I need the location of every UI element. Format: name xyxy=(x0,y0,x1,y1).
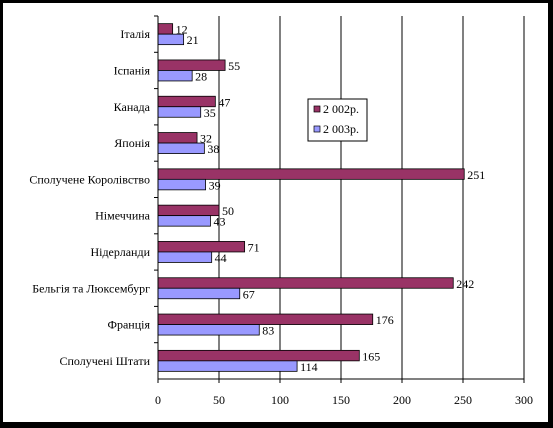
bar-2002-4 xyxy=(157,132,198,144)
x-tick-label: 0 xyxy=(155,393,161,407)
x-tick-label: 250 xyxy=(454,393,472,407)
data-label: 44 xyxy=(215,251,227,265)
data-label: 50 xyxy=(222,204,234,218)
data-label: 12 xyxy=(176,23,188,37)
data-label: 242 xyxy=(456,277,474,291)
data-label: 43 xyxy=(213,215,225,229)
legend-swatch-2002 xyxy=(313,105,321,113)
category-label: Франція xyxy=(107,318,150,332)
category-label: Бельгія та Люксембург xyxy=(32,281,150,295)
bars xyxy=(157,23,465,372)
bar-2002-7 xyxy=(157,241,246,253)
data-label: 67 xyxy=(243,287,255,301)
data-label: 176 xyxy=(376,313,394,327)
category-label: Сполучене Королівство xyxy=(29,172,150,186)
data-label: 251 xyxy=(467,168,485,182)
data-label: 39 xyxy=(209,178,221,192)
category-label: Італія xyxy=(120,27,150,41)
data-label: 165 xyxy=(362,349,380,363)
bar-2002-8 xyxy=(157,277,454,289)
category-label: Нідерланди xyxy=(90,245,150,259)
data-label: 83 xyxy=(262,324,274,338)
bar-2003-10 xyxy=(157,360,298,372)
category-label: Іспанія xyxy=(114,63,151,77)
category-label: Німеччина xyxy=(95,209,151,223)
bar-2003-6 xyxy=(157,215,211,227)
category-labels: Італія Іспанія Канада Японія Сполучене Корол… xyxy=(29,27,150,368)
x-tick-label: 150 xyxy=(332,393,350,407)
bar-2003-8 xyxy=(157,287,241,300)
category-label: Канада xyxy=(114,100,151,114)
data-label: 21 xyxy=(187,33,199,47)
bar-2003-9 xyxy=(157,324,260,336)
bar-2003-2 xyxy=(157,70,193,82)
data-label: 38 xyxy=(207,142,219,156)
data-label: 28 xyxy=(195,69,207,83)
bar-2002-1 xyxy=(157,23,174,35)
category-label: Японія xyxy=(114,136,150,150)
category-label: Сполучені Штати xyxy=(59,354,150,368)
bar-2002-10 xyxy=(157,349,360,362)
bar-2002-6 xyxy=(157,204,220,217)
x-tick-label: 100 xyxy=(271,393,289,407)
bar-2002-5 xyxy=(157,168,465,180)
legend-label-2003: 2 003р. xyxy=(323,122,359,136)
legend-swatch-2003 xyxy=(313,125,321,133)
x-tick-labels: 0 50 100 150 200 250 300 xyxy=(155,393,533,407)
legend: 2 002р. 2 003р. xyxy=(307,98,368,142)
x-tick-label: 200 xyxy=(393,393,411,407)
legend-label-2002: 2 002р. xyxy=(323,102,359,116)
bar-2002-2 xyxy=(157,59,226,71)
data-label: 71 xyxy=(248,240,260,254)
x-tick-label: 50 xyxy=(213,393,225,407)
bar-2003-5 xyxy=(157,178,206,191)
data-label: 114 xyxy=(300,360,318,374)
x-tick-label: 300 xyxy=(515,393,533,407)
bar-2003-3 xyxy=(157,106,202,118)
gridlines xyxy=(154,15,525,383)
data-label: 32 xyxy=(200,132,212,146)
data-label: 35 xyxy=(204,106,216,120)
data-label: 55 xyxy=(228,59,240,73)
data-label: 47 xyxy=(218,95,230,109)
bar-2003-4 xyxy=(157,142,205,154)
bar-2003-7 xyxy=(157,251,213,263)
